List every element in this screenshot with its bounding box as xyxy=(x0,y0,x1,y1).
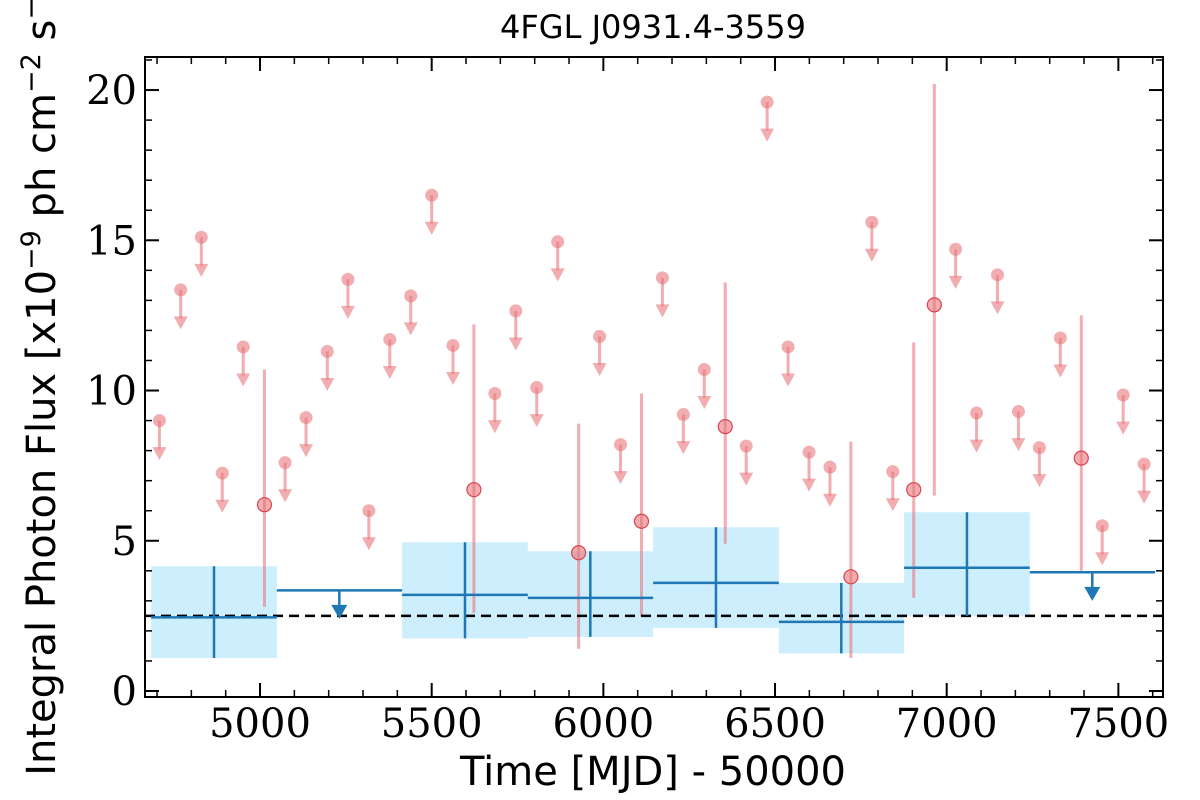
long-bin-upper-limit-arrowhead xyxy=(1084,586,1101,601)
short-bin-upper-limit-arrowhead xyxy=(278,489,293,503)
short-bin-upper-limit-arrowhead xyxy=(781,373,796,387)
short-bin-upper-limit-arrowhead xyxy=(739,472,754,486)
x-tick-label: 5000 xyxy=(209,701,311,747)
short-bin-upper-limit-arrowhead xyxy=(215,499,230,513)
short-bin-upper-limit-arrowhead xyxy=(1137,490,1152,504)
x-axis-label: Time [MJD] - 50000 xyxy=(459,749,846,795)
short-bin-upper-limit-arrowhead xyxy=(676,441,691,455)
short-bin-upper-limit-arrowhead xyxy=(424,221,439,235)
chart-title: 4FGL J0931.4-3559 xyxy=(500,8,806,46)
x-tick-label: 6500 xyxy=(724,701,826,747)
short-bin-upper-limit-arrowhead xyxy=(550,268,565,282)
axes: 5000 5500 6000 6500 7000 7500 0 5 10 15 20 xyxy=(86,56,1169,747)
short-bin-upper-limit-arrowhead xyxy=(173,316,188,330)
short-bin-point xyxy=(256,497,273,513)
y-tick-label: 5 xyxy=(112,519,137,565)
short-bin-upper-limit-arrowhead xyxy=(948,275,963,289)
y-tick-label: 0 xyxy=(112,669,137,715)
short-bin-upper-limit-arrowhead xyxy=(320,378,335,392)
short-bin-upper-limit-arrowhead xyxy=(1053,364,1068,378)
short-bin-upper-limit-arrowhead xyxy=(236,373,251,387)
short-bin-upper-limit-arrowhead xyxy=(802,478,817,492)
y-label-mid2: s xyxy=(19,20,65,54)
short-bin-upper-limit-arrowhead xyxy=(864,248,879,262)
short-bin-upper-limit-arrowhead xyxy=(194,263,209,277)
y-axis-label: Integral Photon Flux [x10−9 ph cm−2 s−1] xyxy=(16,0,65,776)
short-bin-upper-limit-arrowhead xyxy=(760,128,775,142)
y-label-mid: ph cm xyxy=(19,93,65,230)
short-bin-upper-limit-arrowhead xyxy=(529,414,544,428)
y-label-exp1: −9 xyxy=(16,230,47,270)
short-bin-upper-limit-arrowhead xyxy=(152,447,167,461)
long-bin-upper-limit-arrowhead xyxy=(331,604,348,619)
x-tick-label: 5500 xyxy=(381,701,483,747)
short-bin-point xyxy=(571,545,587,561)
short-bin-upper-limit-arrowhead xyxy=(299,444,314,458)
short-bin-upper-limit-arrowhead xyxy=(990,301,1005,315)
x-tick-label: 6000 xyxy=(552,701,654,747)
short-bin-point xyxy=(466,482,482,498)
y-tick-label: 20 xyxy=(86,68,137,114)
y-label-exp3: −1 xyxy=(16,0,47,20)
short-bin-point xyxy=(633,513,650,529)
x-tick-label: 7500 xyxy=(1067,701,1169,747)
short-bin-point xyxy=(926,297,942,313)
plot-frame xyxy=(144,56,1164,698)
plot-area xyxy=(145,84,1163,658)
short-bin-upper-limit-arrowhead xyxy=(403,322,418,336)
x-tick-label: 7000 xyxy=(896,701,998,747)
short-bin-upper-limit-arrowhead xyxy=(1116,421,1131,435)
short-bin-upper-limit-arrowhead xyxy=(1032,474,1047,488)
short-bin-point xyxy=(906,482,922,498)
short-bin-upper-limit-arrowhead xyxy=(487,420,502,434)
short-bin-upper-limit-arrowhead xyxy=(445,372,460,386)
short-bin-upper-limit-arrowhead xyxy=(822,493,837,507)
short-bin-upper-limit-arrowhead xyxy=(1095,552,1110,566)
short-bin-upper-limit-arrowhead xyxy=(592,362,607,376)
short-bin-point xyxy=(717,418,733,435)
short-bin-point xyxy=(843,569,859,585)
short-bin-upper-limit-arrowhead xyxy=(969,439,984,453)
short-bin-upper-limit-arrowhead xyxy=(508,337,523,351)
short-bin-upper-limit-arrowhead xyxy=(382,365,397,379)
short-bin-upper-limit-arrowhead xyxy=(1011,438,1026,452)
short-bin-upper-limit-arrowhead xyxy=(613,471,628,485)
short-bin-upper-limit-arrowhead xyxy=(655,304,670,318)
y-tick-label: 10 xyxy=(86,369,137,415)
short-bin-upper-limit-arrowhead xyxy=(361,537,376,551)
y-label-pre: Integral Photon Flux [x10 xyxy=(19,270,65,776)
short-bin-upper-limit-arrowhead xyxy=(697,396,712,410)
y-tick-label: 15 xyxy=(86,218,137,264)
y-label-exp2: −2 xyxy=(16,53,47,93)
short-bin-upper-limit-arrowhead xyxy=(885,498,900,512)
short-bin-point xyxy=(1073,450,1089,466)
short-bin-upper-limit-arrowhead xyxy=(340,305,355,319)
